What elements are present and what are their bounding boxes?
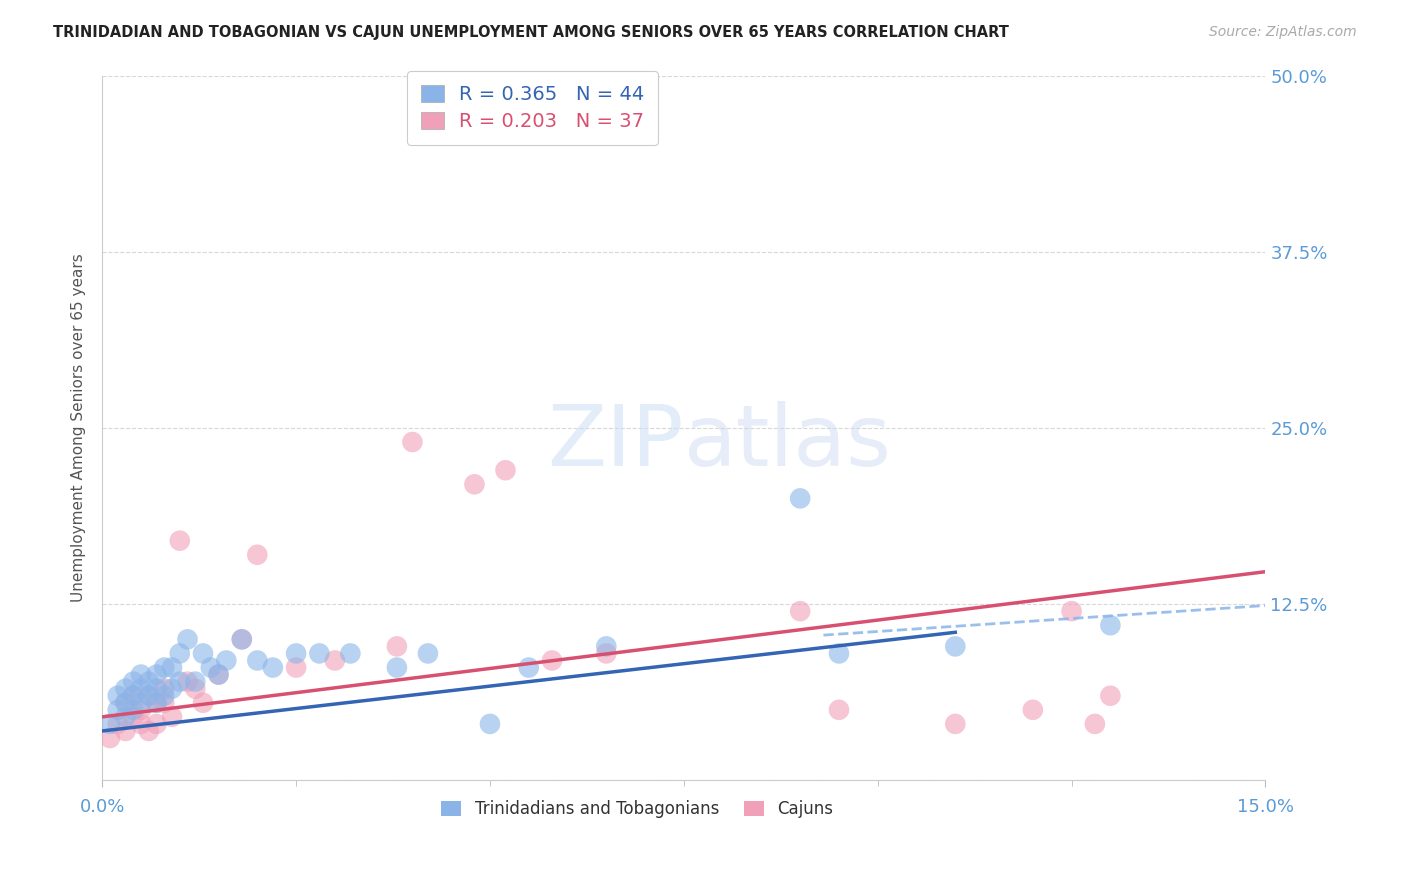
Point — [129, 717, 152, 731]
Point — [184, 681, 207, 696]
Text: atlas: atlas — [683, 401, 891, 483]
Text: TRINIDADIAN AND TOBAGONIAN VS CAJUN UNEMPLOYMENT AMONG SENIORS OVER 65 YEARS COR: TRINIDADIAN AND TOBAGONIAN VS CAJUN UNEM… — [53, 25, 1010, 40]
Point — [478, 717, 501, 731]
Point — [176, 674, 198, 689]
Point — [1099, 689, 1122, 703]
Point — [98, 731, 121, 745]
Point — [114, 710, 136, 724]
Point — [200, 660, 222, 674]
Text: ZIP: ZIP — [547, 401, 683, 483]
Point — [138, 689, 160, 703]
Point — [122, 703, 145, 717]
Point — [385, 640, 408, 654]
Point — [789, 604, 811, 618]
Point — [114, 696, 136, 710]
Point — [541, 653, 564, 667]
Point — [416, 647, 439, 661]
Point — [138, 674, 160, 689]
Point — [145, 696, 167, 710]
Point — [308, 647, 330, 661]
Point — [191, 647, 214, 661]
Point — [463, 477, 485, 491]
Point — [145, 696, 167, 710]
Point — [129, 681, 152, 696]
Text: Source: ZipAtlas.com: Source: ZipAtlas.com — [1209, 25, 1357, 39]
Point — [145, 717, 167, 731]
Point — [129, 703, 152, 717]
Point — [160, 681, 183, 696]
Point — [595, 640, 617, 654]
Point — [153, 689, 176, 703]
Point — [828, 647, 851, 661]
Point — [207, 667, 229, 681]
Point — [495, 463, 517, 477]
Y-axis label: Unemployment Among Seniors over 65 years: Unemployment Among Seniors over 65 years — [72, 253, 86, 602]
Point — [122, 710, 145, 724]
Point — [595, 647, 617, 661]
Point — [215, 653, 238, 667]
Point — [184, 674, 207, 689]
Point — [401, 435, 423, 450]
Point — [114, 696, 136, 710]
Point — [153, 660, 176, 674]
Point — [176, 632, 198, 647]
Point — [145, 681, 167, 696]
Point — [122, 674, 145, 689]
Point — [122, 689, 145, 703]
Point — [385, 660, 408, 674]
Point — [129, 667, 152, 681]
Point — [169, 674, 191, 689]
Point — [231, 632, 253, 647]
Point — [122, 689, 145, 703]
Point — [169, 647, 191, 661]
Point — [231, 632, 253, 647]
Point — [1022, 703, 1045, 717]
Point — [789, 491, 811, 506]
Point — [107, 717, 129, 731]
Point — [145, 667, 167, 681]
Point — [107, 689, 129, 703]
Point — [339, 647, 361, 661]
Point — [98, 717, 121, 731]
Point — [285, 660, 308, 674]
Point — [138, 723, 160, 738]
Point — [943, 717, 966, 731]
Point — [153, 696, 176, 710]
Point — [1060, 604, 1083, 618]
Point — [246, 653, 269, 667]
Point — [246, 548, 269, 562]
Point — [160, 660, 183, 674]
Point — [285, 647, 308, 661]
Point — [943, 640, 966, 654]
Point — [114, 681, 136, 696]
Point — [828, 703, 851, 717]
Point — [153, 681, 176, 696]
Point — [138, 689, 160, 703]
Point — [107, 703, 129, 717]
Point — [517, 660, 540, 674]
Point — [323, 653, 346, 667]
Point — [262, 660, 284, 674]
Point — [160, 710, 183, 724]
Point — [114, 723, 136, 738]
Point — [207, 667, 229, 681]
Point — [129, 696, 152, 710]
Point — [169, 533, 191, 548]
Point — [1099, 618, 1122, 632]
Legend: Trinidadians and Tobagonians, Cajuns: Trinidadians and Tobagonians, Cajuns — [434, 794, 839, 825]
Point — [1084, 717, 1107, 731]
Point — [191, 696, 214, 710]
